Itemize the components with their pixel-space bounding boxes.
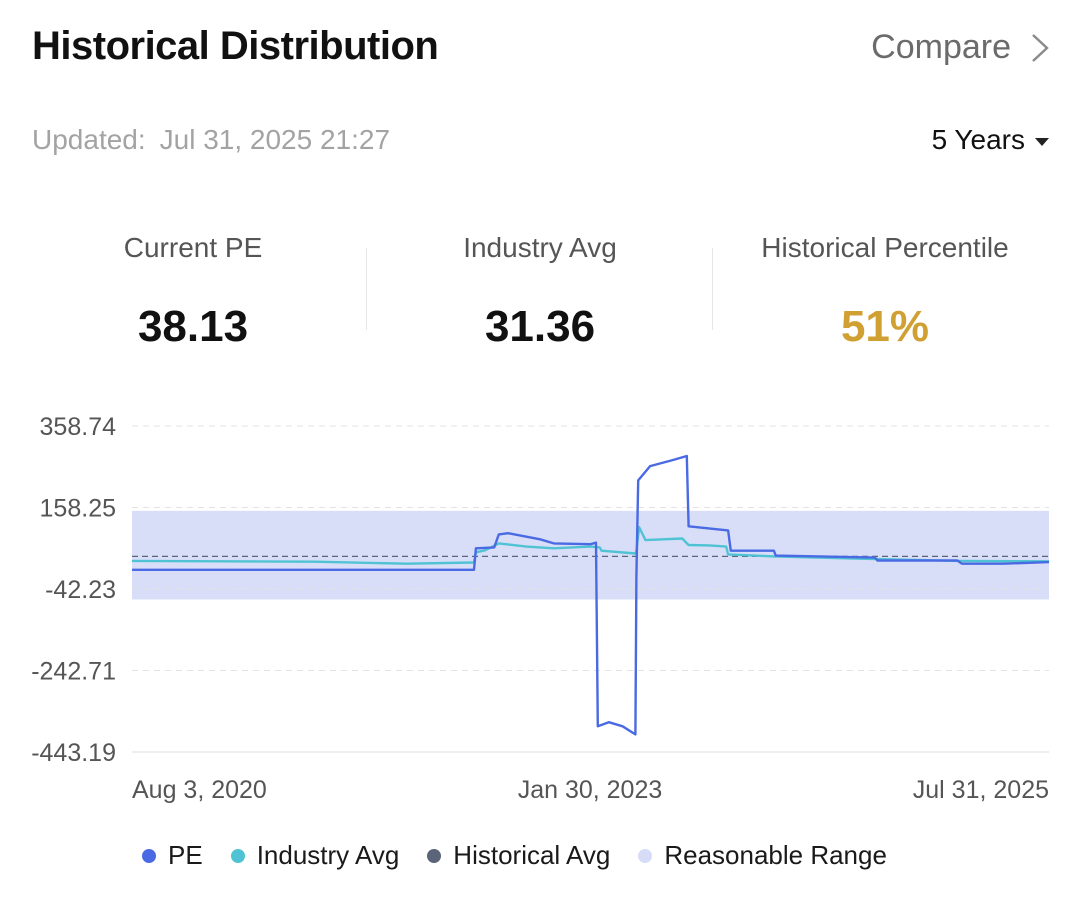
y-tick-label: 358.74	[40, 413, 117, 441]
stat-label: Historical Percentile	[761, 232, 1009, 263]
x-tick-label: Jan 30, 2023	[518, 776, 663, 804]
stats-row: Current PE 38.13 Industry Avg 31.36 Hist…	[0, 232, 1079, 372]
legend-label: Industry Avg	[256, 840, 400, 870]
legend-label: Historical Avg	[453, 840, 611, 870]
legend-dot-icon	[142, 848, 156, 863]
stat-industry-avg: Industry Avg 31.36	[400, 232, 680, 352]
updated-time: Jul 31, 2025 21:27	[159, 124, 391, 155]
stat-value: 51%	[840, 302, 930, 351]
series-line-pe	[132, 454, 1050, 736]
legend-item: Industry Avg	[230, 840, 400, 871]
y-tick-label: 158.25	[40, 495, 116, 523]
page-title: Historical Distribution	[32, 24, 439, 68]
stat-divider	[712, 248, 713, 330]
legend-item: PE	[142, 840, 203, 871]
legend-dot-icon	[638, 848, 653, 863]
x-tick-label: Jul 31, 2025	[913, 776, 1049, 804]
stat-divider	[366, 248, 367, 330]
compare-label: Compare	[871, 28, 1011, 66]
reasonable-range-band	[132, 510, 1049, 600]
y-tick-label: -242.71	[31, 658, 116, 686]
y-tick-label: -443.19	[31, 739, 116, 767]
chart-legend: PE Industry Avg Historical Avg Reasonable R…	[142, 840, 915, 871]
compare-button[interactable]: Compare	[871, 28, 1051, 67]
time-range-dropdown[interactable]: 5 Years	[932, 124, 1049, 156]
stat-current-pe: Current PE 38.13	[72, 232, 314, 352]
legend-label: Reasonable Range	[664, 840, 887, 870]
caret-down-icon	[1035, 138, 1049, 146]
legend-dot-icon	[230, 848, 245, 863]
pe-chart: 358.74 158.25 -42.23 -242.71 -443.19 Aug 3, …	[31, 413, 1050, 804]
x-tick-label: Aug 3, 2020	[132, 776, 267, 804]
legend-dot-icon	[427, 848, 442, 863]
updated-label: Updated:	[32, 124, 146, 155]
time-range-label: 5 Years	[931, 124, 1025, 155]
chevron-right-icon	[1032, 33, 1049, 62]
stat-value: 31.36	[484, 302, 596, 351]
stat-label: Current PE	[123, 232, 263, 263]
legend-item: Reasonable Range	[638, 840, 887, 871]
legend-label: PE	[168, 840, 203, 870]
y-tick-label: -42.23	[45, 576, 116, 604]
stat-value: 38.13	[137, 302, 249, 351]
stat-historical-percentile: Historical Percentile 51%	[730, 232, 1040, 352]
legend-item: Historical Avg	[427, 840, 610, 871]
stat-label: Industry Avg	[463, 232, 617, 263]
updated-info: Updated: Jul 31, 2025 21:27	[32, 124, 390, 156]
